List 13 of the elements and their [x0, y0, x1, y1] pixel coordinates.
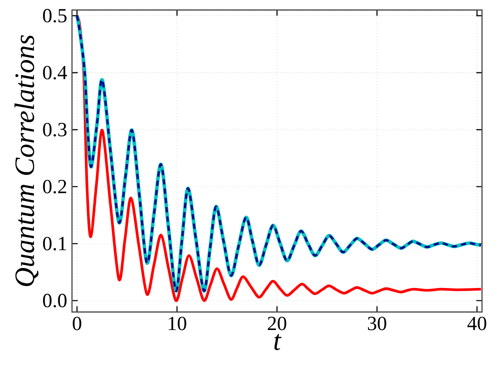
- y-tick-label: 0.1: [43, 236, 66, 250]
- y-tick-label: 0.5: [43, 8, 67, 22]
- y-tick-label: 0.3: [43, 122, 67, 136]
- y-tick-label: 0.0: [43, 294, 67, 308]
- y-axis-title: Quantum Correlations: [14, 35, 38, 286]
- x-tick-label: 0: [72, 316, 82, 330]
- x-tick-label: 20: [268, 316, 286, 330]
- x-tick-label: 30: [368, 316, 386, 330]
- y-tick-label: 0.4: [43, 66, 67, 80]
- x-tick-label: 40: [467, 316, 486, 330]
- x-tick-label: 10: [168, 316, 186, 330]
- x-axis-title: t: [274, 334, 282, 350]
- y-tick-label: 0.2: [43, 180, 66, 194]
